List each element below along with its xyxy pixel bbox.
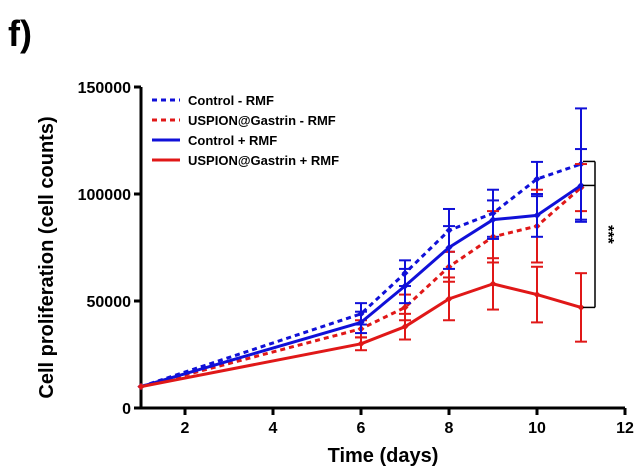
data-point xyxy=(533,291,541,299)
data-point xyxy=(137,383,145,391)
x-axis-title: Time (days) xyxy=(328,445,439,467)
legend-label: USPION@Gastrin + RMF xyxy=(188,153,339,168)
data-point xyxy=(401,323,409,331)
series-1 xyxy=(137,163,587,391)
x-tick-label: 8 xyxy=(445,420,454,437)
y-tick-label: 150000 xyxy=(78,80,131,97)
series-0 xyxy=(137,107,587,391)
y-axis-title: Cell proliferation (cell counts) xyxy=(36,116,58,398)
data-point xyxy=(445,244,453,251)
significance-annotation: *** xyxy=(583,160,616,309)
data-point xyxy=(577,181,585,189)
data-point xyxy=(533,211,541,219)
legend-label: Control - RMF xyxy=(188,93,274,108)
series-3 xyxy=(137,257,587,391)
series-line xyxy=(140,162,582,389)
legend-label: USPION@Gastrin - RMF xyxy=(188,113,336,128)
data-point xyxy=(489,280,497,288)
legend: Control - RMF USPION@Gastrin - RMF Control… xyxy=(152,93,339,168)
data-point xyxy=(401,303,409,311)
x-tick-label: 12 xyxy=(616,420,634,437)
data-point xyxy=(533,175,541,183)
y-tick-label: 100000 xyxy=(78,187,131,204)
axes: 0 50000 100000 150000 2 4 6 8 10 12 xyxy=(78,80,634,437)
x-tick-label: 4 xyxy=(269,420,278,437)
data-point xyxy=(357,340,365,348)
data-point xyxy=(401,282,409,290)
series-layer xyxy=(137,107,587,391)
legend-label: Control + RMF xyxy=(188,133,277,148)
series-2 xyxy=(137,148,587,391)
data-point xyxy=(489,216,497,224)
x-tick-label: 2 xyxy=(181,420,190,437)
panel-label: f) xyxy=(8,13,32,54)
data-point xyxy=(445,295,453,303)
y-tick-label: 50000 xyxy=(87,294,132,311)
data-point xyxy=(357,318,365,326)
x-tick-label: 10 xyxy=(528,420,546,437)
x-tick-label: 6 xyxy=(357,420,366,437)
significance-label: *** xyxy=(599,225,616,244)
y-tick-label: 0 xyxy=(122,401,131,418)
data-point xyxy=(577,303,585,311)
series-line xyxy=(140,184,582,389)
